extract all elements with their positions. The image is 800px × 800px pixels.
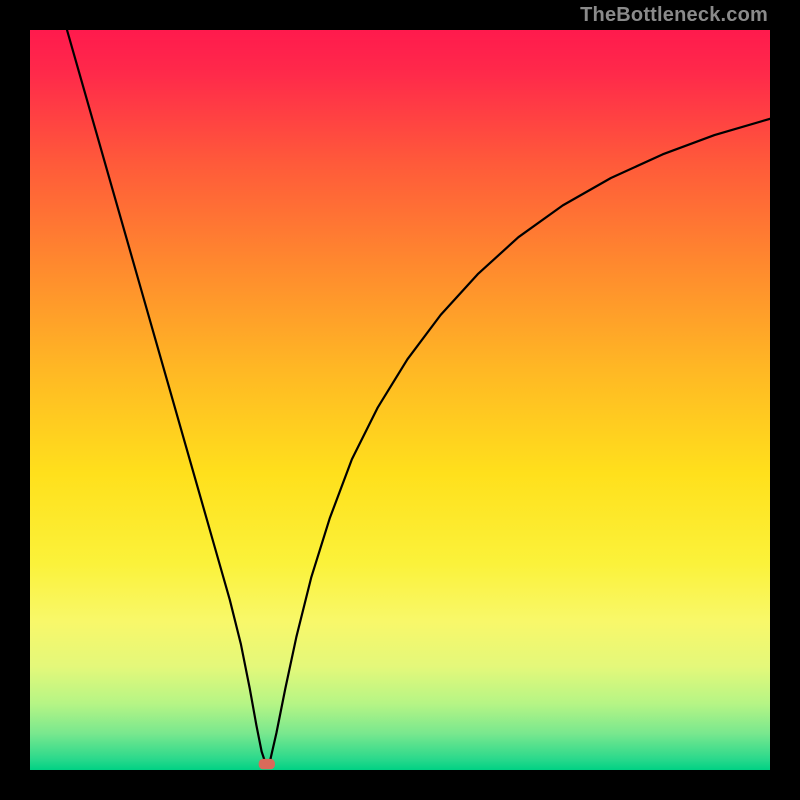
watermark-text: TheBottleneck.com [580,4,768,27]
plot-svg [30,30,770,770]
plot-area [30,30,770,770]
chart-frame: TheBottleneck.com [0,0,800,800]
minimum-marker [259,759,275,769]
bottleneck-curve [67,30,770,767]
